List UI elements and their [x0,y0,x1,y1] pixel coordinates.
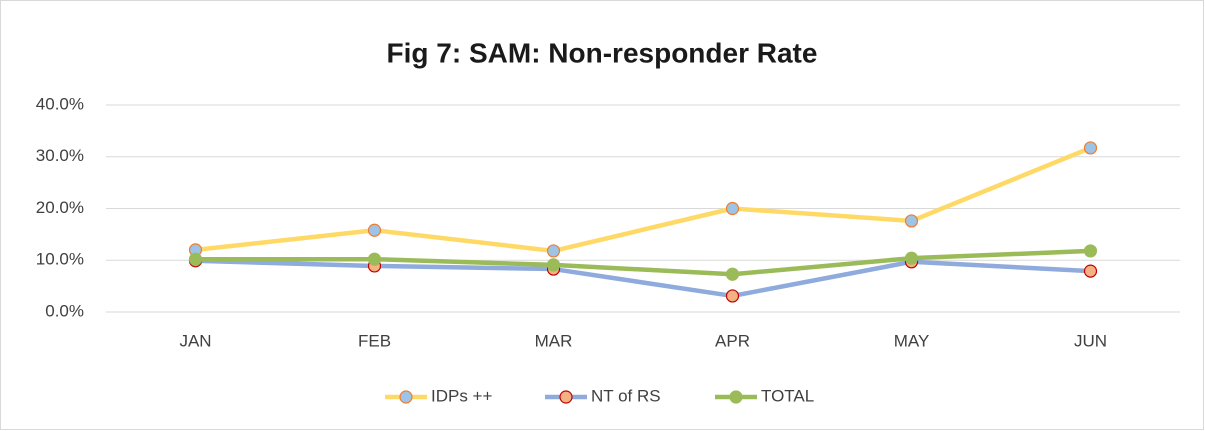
point-marker [546,258,561,272]
point-marker [904,251,919,265]
y-tick-label: 0.0% [45,301,84,320]
x-tick-label: JUN [1074,331,1107,350]
point-marker [188,252,203,266]
legend-marker [559,390,573,404]
chart-title: Fig 7: SAM: Non-responder Rate [387,37,818,68]
point-marker [1083,264,1098,278]
series-line [195,145,1092,254]
legend-label: NT of RS [591,386,661,405]
legend-marker [399,390,413,404]
x-tick-label: FEB [358,331,391,350]
point-marker [1083,244,1098,258]
point-marker [367,223,382,237]
legend-label: TOTAL [761,386,814,405]
y-tick-label: 10.0% [36,250,84,269]
point-marker [904,214,919,228]
series-line [195,258,1091,299]
point-marker [546,244,561,258]
legend-marker [729,390,743,404]
y-tick-label: 40.0% [36,94,84,113]
x-tick-label: MAR [535,331,573,350]
legend-label: IDPs ++ [431,386,492,405]
point-marker [1083,141,1098,155]
x-tick-label: JAN [179,331,211,350]
y-tick-label: 30.0% [36,146,84,165]
series-line [195,248,1091,277]
y-tick-label: 20.0% [36,198,84,217]
x-tick-label: APR [715,331,750,350]
point-marker [367,252,382,266]
point-marker [725,267,740,281]
point-marker [725,201,740,216]
x-tick-label: MAY [894,331,930,350]
point-marker [725,289,740,303]
